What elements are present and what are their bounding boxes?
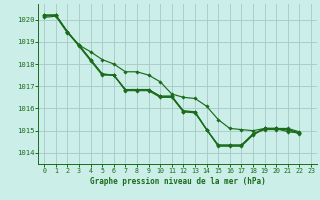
X-axis label: Graphe pression niveau de la mer (hPa): Graphe pression niveau de la mer (hPa) — [90, 177, 266, 186]
